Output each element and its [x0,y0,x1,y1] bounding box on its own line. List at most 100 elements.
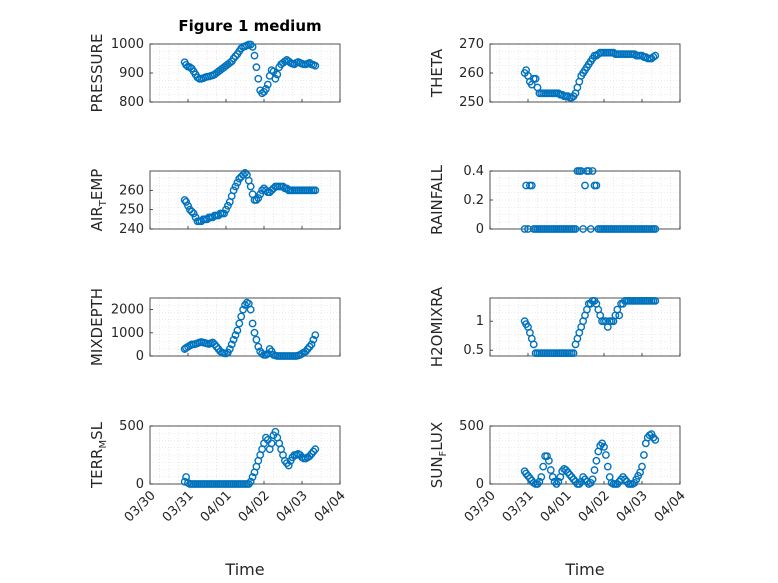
y-axis-label-main: TERR [88,449,106,490]
data-point [229,335,238,344]
data-point [239,305,248,314]
y-axis-label: AIRTEMP [88,169,109,232]
data-point [311,331,320,340]
data-point [284,461,293,470]
data-point [522,181,530,190]
data-point [189,209,198,218]
x-tick-label: 03/31 [500,488,537,525]
subplot-sun-flux: 0 500 03/30 03/31 04/01 04/02 04/03 04/04 SUNFLU… [428,419,689,579]
y-tick-label: 500 [119,419,144,434]
data-point [529,340,538,349]
data-point [182,198,191,206]
y-tick-label: 250 [459,95,484,110]
data-point [239,170,248,179]
data-point [546,466,555,474]
data-point [571,225,580,233]
axes-box [489,170,681,230]
data-point [237,312,246,321]
data-point [537,473,546,481]
y-tick-label: 800 [119,95,144,110]
data-point [250,51,259,60]
y-tick-label: 900 [119,66,144,81]
y-axis-label-rest: LUX [428,422,446,451]
data-point [592,456,601,465]
x-tick-label: 03/31 [160,488,197,525]
data-point [256,190,265,199]
data-point [231,52,240,61]
y-axis-label: RAINFALL [428,164,446,235]
x-tick-label: 04/01 [538,488,575,525]
data-point [543,452,551,461]
data-point [229,186,238,195]
data-point [233,326,242,335]
data-point [579,225,587,233]
data-point [231,331,240,340]
data-point [527,181,536,190]
y-axis-label-sub: T [98,199,109,207]
subplot-rainfall: 0 0.2 0.4 RAINFALL [428,164,681,237]
y-tick-label: 0 [476,477,484,492]
x-tick-label: 04/04 [312,488,349,525]
y-axis-label-main: AIR [88,206,106,231]
data-point [539,462,548,471]
y-tick-label: 260 [459,66,484,81]
axes-box [149,297,341,357]
data-point [263,80,272,89]
x-tick-label: 04/03 [274,488,311,525]
data-point [254,74,263,83]
y-tick-label: 1000 [111,37,144,52]
y-tick-label: 0.5 [463,343,484,358]
data-point [208,338,217,347]
data-point [241,169,249,177]
y-tick-label: 270 [459,37,484,52]
data-point [250,328,259,337]
axes-box [149,43,341,103]
data-point [254,194,263,202]
y-tick-label: 250 [119,203,144,218]
axes-box [149,425,341,485]
y-tick-label: 0.4 [463,164,484,179]
data-point [233,178,242,187]
axes-box [149,170,341,230]
data-point [548,473,557,481]
x-tick-label: 03/30 [462,488,499,525]
data-point [252,63,261,72]
data-point [225,345,234,353]
data-point [545,456,553,465]
y-tick-label: 1 [476,314,484,329]
data-point [651,225,660,233]
data-point [309,335,318,344]
subplot-terr-msl: 0 500 03/30 03/31 04/01 04/02 04/03 04/04 TERRMS… [88,419,349,579]
data-point [524,225,532,233]
data-point [651,51,660,60]
data-point [588,167,597,175]
data-point [187,207,196,216]
data-point [246,305,255,314]
data-point [584,167,593,175]
data-point [577,167,586,175]
y-axis-label: PRESSURE [88,34,106,113]
data-point [248,43,257,51]
data-point [184,201,192,210]
data-point [267,439,276,448]
x-tick-label: 04/03 [614,488,651,525]
data-point [603,462,612,471]
y-axis-label-main: SUN [428,456,446,488]
y-axis-label: MIXDEPTH [88,288,106,366]
data-point [651,296,660,305]
data-point [564,92,572,101]
data-point [252,196,261,204]
y-tick-label: 0.2 [463,193,484,208]
data-point [222,205,230,214]
data-point [180,196,189,204]
y-axis-label: H2OMIXRA [428,286,446,367]
y-tick-label: 240 [119,222,144,237]
y-axis-label-rest: SL [88,421,106,440]
data-point [615,311,624,320]
data-point [231,182,240,191]
data-point [279,182,287,191]
data-point [640,451,648,459]
data-point [586,225,595,233]
data-point [246,477,255,486]
